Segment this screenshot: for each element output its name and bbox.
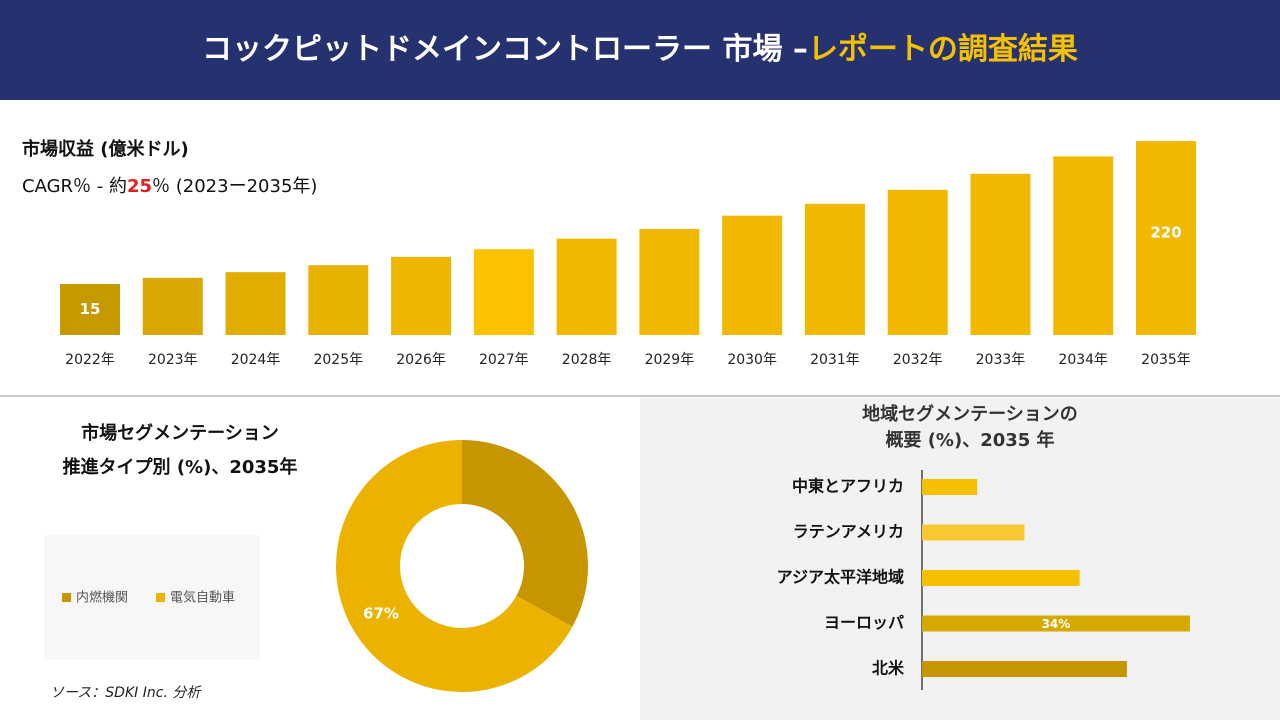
bar (922, 570, 1080, 586)
bar (473, 249, 534, 335)
data-label: 67% (363, 605, 399, 623)
bar (639, 228, 700, 335)
donut-slice (336, 440, 573, 692)
donut-slice (462, 440, 589, 627)
cagr-value: 25 (127, 176, 152, 197)
x-tick-label: 2027年 (479, 352, 529, 368)
header-bar (0, 0, 1280, 100)
x-tick-label: 2022年 (65, 352, 115, 368)
y-tick-label: アジア太平洋地域 (777, 568, 904, 587)
legend-swatch (156, 593, 165, 602)
bar (556, 238, 617, 335)
bar (308, 265, 369, 335)
x-tick-label: 2023年 (148, 352, 198, 368)
bar (60, 284, 120, 335)
x-tick-label: 2026年 (396, 352, 446, 368)
bar (804, 203, 865, 335)
x-tick-label: 2033年 (976, 352, 1026, 368)
x-tick-label: 2024年 (231, 352, 281, 368)
bar (225, 272, 286, 335)
x-tick-label: 2030年 (727, 352, 777, 368)
title-main: コックピットドメインコントローラー 市場 – (202, 32, 808, 67)
y-tick-label: ラテンアメリカ (793, 522, 904, 541)
bar (391, 256, 452, 335)
x-tick-label: 2025年 (313, 352, 363, 368)
bar (922, 524, 1025, 541)
legend-label: 電気自動車 (170, 590, 235, 606)
cagr-prefix: CAGR％ - 約 (22, 176, 127, 197)
chart-title: 市場セグメンテーション (81, 422, 279, 444)
bar (922, 661, 1127, 677)
bar (922, 615, 1190, 632)
source: ソース：SDKI Inc. 分析 (50, 685, 202, 701)
bar (142, 277, 203, 335)
bar (722, 215, 783, 335)
legend-label: 内燃機関 (76, 590, 128, 606)
bar (887, 189, 948, 335)
legend-box (44, 535, 260, 660)
chart-title: 推進タイプ別 (%)、2035年 (63, 456, 298, 478)
y-tick-label: 北米 (872, 659, 905, 678)
chart-title: 概要 (%)、2035 年 (885, 429, 1054, 451)
header-title: コックピットドメインコントローラー 市場 –レポートの調査結果 (202, 32, 1078, 67)
legend-swatch (62, 593, 71, 602)
x-tick-label: 2032年 (893, 352, 943, 368)
cagr-suffix: ％ (2023ー2035年) (152, 176, 317, 197)
y-tick-label: ヨーロッパ (824, 613, 904, 632)
x-tick-label: 2028年 (562, 352, 612, 368)
x-tick-label: 2035年 (1141, 352, 1191, 368)
bar (970, 173, 1031, 335)
title-accent: レポートの調査結果 (808, 32, 1078, 67)
x-tick-label: 2031年 (810, 352, 860, 368)
data-label: 15 (80, 300, 101, 318)
data-label: 220 (1150, 224, 1181, 242)
data-label: 34% (1042, 617, 1071, 631)
chart-title: 地域セグメンテーションの (862, 403, 1078, 425)
chart-title: 市場収益 (億米ドル) (22, 138, 189, 160)
x-tick-label: 2034年 (1058, 352, 1108, 368)
bar (922, 479, 978, 495)
y-tick-label: 中東とアフリカ (792, 477, 904, 496)
cagr: CAGR％ - 約25％ (2023ー2035年) (22, 176, 317, 197)
bar (1136, 141, 1196, 335)
x-tick-label: 2029年 (645, 352, 695, 368)
bar (1053, 156, 1114, 335)
